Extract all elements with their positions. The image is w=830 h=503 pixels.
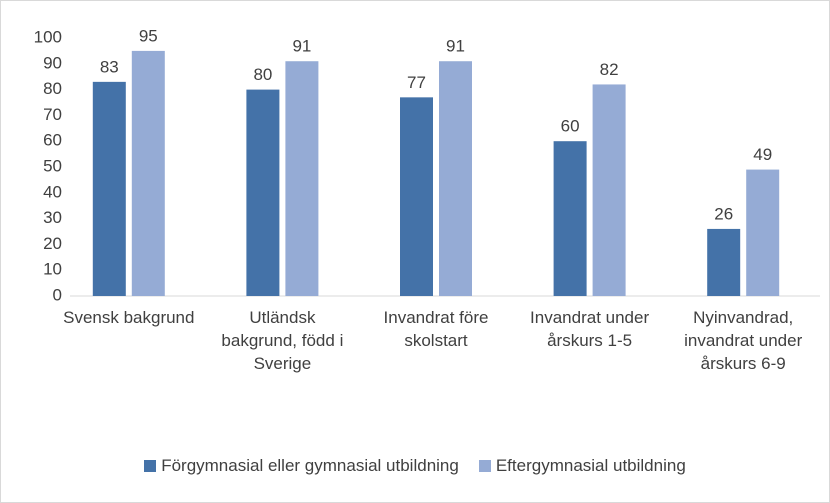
legend-item: Eftergymnasial utbildning [478, 456, 686, 476]
x-tick-label: Invandrat under årskurs 1-5 [530, 308, 650, 350]
y-tick-label: 0 [53, 285, 62, 304]
y-tick-label: 10 [43, 260, 62, 279]
legend-label: Eftergymnasial utbildning [495, 456, 686, 475]
data-label: 95 [139, 26, 158, 45]
legend-swatch [478, 460, 491, 472]
legend-label: Förgymnasial eller gymnasial utbildning [161, 456, 459, 475]
y-tick-label: 20 [43, 234, 62, 253]
y-tick-label: 70 [43, 105, 62, 124]
y-tick-label: 30 [43, 208, 62, 227]
bar [592, 84, 626, 296]
data-label: 83 [100, 57, 119, 76]
legend-item: Förgymnasial eller gymnasial utbildning [144, 456, 459, 476]
bar [246, 89, 280, 296]
bar [707, 228, 741, 296]
data-label: 26 [714, 204, 733, 223]
data-label: 91 [292, 37, 311, 56]
bar [285, 61, 319, 296]
bar [92, 81, 126, 296]
x-tick-label: Svensk bakgrund [63, 308, 195, 327]
data-label: 91 [446, 37, 465, 56]
y-tick-label: 40 [43, 182, 62, 201]
x-tick-label: Invandrat före skolstart [383, 308, 489, 350]
y-tick-label: 90 [43, 53, 62, 72]
y-tick-label: 100 [34, 27, 62, 46]
y-tick-label: 60 [43, 131, 62, 150]
legend: Förgymnasial eller gymnasial utbildning E… [0, 456, 830, 476]
data-label: 60 [561, 117, 580, 136]
data-label: 82 [600, 60, 619, 79]
data-label: 49 [753, 145, 772, 164]
data-label: 80 [253, 65, 272, 84]
bar [439, 61, 472, 296]
bar [400, 97, 433, 296]
bar [553, 141, 587, 296]
bar [131, 50, 165, 297]
y-tick-label: 50 [43, 156, 62, 175]
x-tick-label: Utländsk bakgrund, född i Sverige [221, 308, 344, 373]
data-label: 77 [407, 73, 426, 92]
x-tick-label: Nyinvandrad, invandrat under årskurs 6-9 [684, 308, 803, 373]
bar [746, 169, 780, 296]
y-tick-label: 80 [43, 79, 62, 98]
legend-swatch [144, 460, 157, 472]
